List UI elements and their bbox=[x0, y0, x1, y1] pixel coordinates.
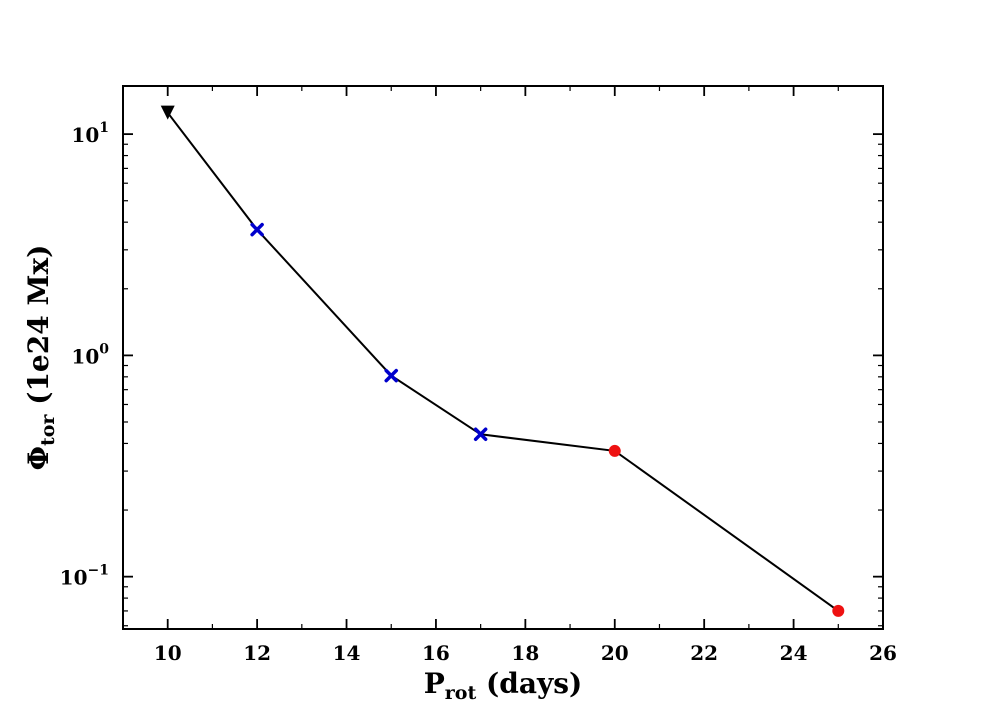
x-tick-label: 12 bbox=[243, 641, 271, 665]
plot-frame bbox=[122, 85, 884, 630]
data-point-x bbox=[384, 368, 398, 383]
x-tick-label: 20 bbox=[601, 641, 629, 665]
y-axis-label: Φtor (1e24 Mx) bbox=[22, 245, 59, 471]
x-axis-label-rest: (days) bbox=[476, 667, 582, 700]
y-tick-label: 101 bbox=[71, 120, 109, 147]
series-group bbox=[160, 105, 845, 617]
x-axis-label-main: P bbox=[424, 667, 445, 700]
x-tick-label: 24 bbox=[780, 641, 808, 665]
data-point-circle bbox=[832, 604, 845, 617]
tick-marks bbox=[122, 86, 884, 629]
y-axis-label-rest: (1e24 Mx) bbox=[22, 245, 55, 415]
y-tick-label: 10−1 bbox=[60, 563, 109, 590]
x-tick-label: 22 bbox=[690, 641, 718, 665]
x-axis-label: Prot (days) bbox=[424, 667, 583, 704]
data-point-triangle bbox=[160, 105, 175, 120]
x-tick-label: 26 bbox=[869, 641, 897, 665]
x-tick-label: 10 bbox=[154, 641, 182, 665]
x-axis-label-sub: rot bbox=[445, 682, 477, 704]
x-tick-label: 18 bbox=[511, 641, 539, 665]
data-point-x bbox=[473, 427, 488, 442]
y-axis-label-sub: tor bbox=[37, 414, 59, 446]
y-axis-label-main: Φ bbox=[22, 446, 55, 470]
series-line bbox=[166, 112, 839, 612]
tick-labels: 10 12 14 16 18 20 22 24 26 101 100 10−1 bbox=[60, 120, 897, 665]
x-tick-label: 14 bbox=[333, 641, 361, 665]
data-point-circle bbox=[608, 444, 621, 457]
data-point-x bbox=[250, 222, 264, 237]
y-tick-label: 100 bbox=[71, 341, 109, 368]
x-tick-label: 16 bbox=[422, 641, 450, 665]
